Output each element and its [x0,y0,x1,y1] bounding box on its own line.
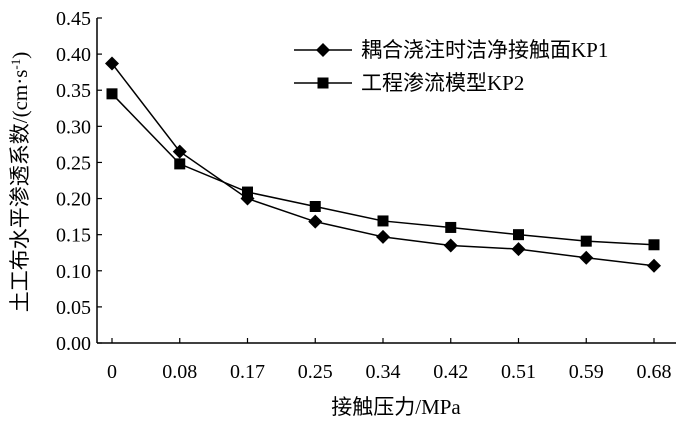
y-tick-label: 0.20 [56,189,91,211]
y-tick-label: 0.25 [56,152,91,174]
x-tick-label: 0.25 [298,361,333,383]
y-tick-label: 0.15 [56,225,91,247]
x-tick-label: 0.34 [366,361,401,383]
y-axis-title-exponent: -1 [8,59,23,70]
legend-item-2: 工程渗流模型KP2 [294,71,524,95]
legend: 耦合浇注时洁净接触面KP1 工程渗流模型KP2 [294,38,608,95]
y-ticks: 0.00 0.05 0.10 0.15 0.20 0.25 0.30 0.35 0.40 0.45 [56,8,102,355]
y-tick-label: 0.00 [56,333,91,355]
series-2-point [106,88,118,100]
y-tick-label: 0.05 [56,297,91,319]
y-tick-label: 0.40 [56,44,91,66]
series-1-point [443,238,458,253]
series-layer [105,56,661,273]
series-2-point [377,215,389,227]
series-2-point [445,221,457,233]
series-1-point [647,258,661,273]
series-2-point [648,239,660,251]
series-2 [106,88,660,251]
legend-marker [316,43,330,57]
x-tick-label: 0.51 [501,361,536,383]
x-tick-label: 0.17 [230,361,265,383]
series-2-point [580,235,592,247]
series-2-point [309,201,321,212]
x-axis-title: 接触压力/MPa [331,395,461,419]
legend-label: 耦合浇注时洁净接触面KP1 [361,38,608,62]
y-axis-title: 土工布水平渗透系数/(cm·s-1) [8,52,32,313]
series-2-point [174,158,186,170]
y-axis-title-main: 土工布水平渗透系数/(cm·s [8,70,32,313]
y-tick-label: 0.45 [56,8,91,30]
series-1-point [376,229,390,244]
series-1-point [105,56,119,71]
y-axis-title-close: ) [8,52,32,59]
y-tick-label: 0.30 [56,116,91,138]
x-tick-label: 0.68 [637,361,672,383]
series-1-point [308,214,323,229]
y-tick-label: 0.35 [56,80,91,102]
series-2-point [513,229,524,241]
series-1-point [579,250,594,265]
series-2-point [242,186,253,198]
x-ticks: 0 0.08 0.17 0.25 0.34 0.42 0.51 0.59 0.68 [107,338,672,383]
y-tick-label: 0.10 [56,261,91,283]
x-tick-label: 0.59 [569,361,604,383]
legend-label: 工程渗流模型KP2 [361,71,524,95]
series-1-point [511,242,526,257]
x-tick-label: 0.08 [162,361,197,383]
x-tick-label: 0 [107,361,117,383]
x-tick-label: 0.42 [433,361,468,383]
legend-marker [317,77,329,89]
axes [96,18,676,344]
legend-item-1: 耦合浇注时洁净接触面KP1 [294,38,608,62]
series-1-point [172,144,187,159]
